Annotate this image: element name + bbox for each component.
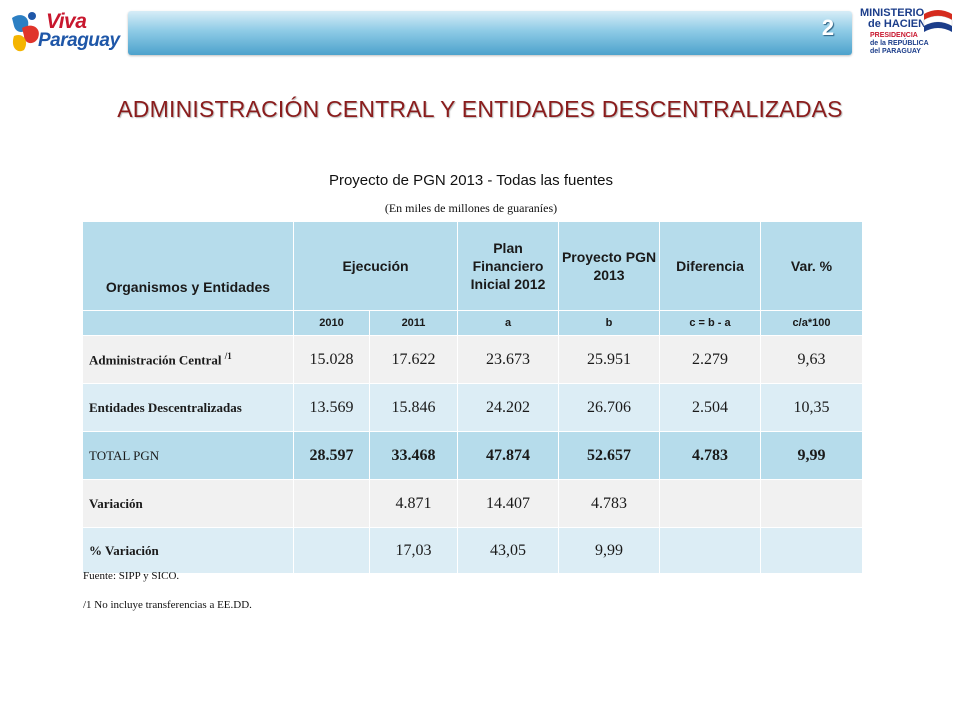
cell-2011: 17,03 bbox=[368, 527, 459, 574]
cell-var: 9,63 bbox=[760, 335, 864, 384]
cell-diferencia bbox=[659, 479, 762, 528]
header-plan: Plan Financiero Inicial 2012 bbox=[457, 221, 560, 311]
cell-2010: 28.597 bbox=[293, 431, 370, 480]
paraguay-flag-icon bbox=[923, 10, 953, 32]
cell-2010: 15.028 bbox=[293, 335, 370, 384]
row-label: % Variación bbox=[82, 527, 294, 574]
cell-var bbox=[760, 527, 864, 574]
viva-paraguay-logo: Viva Paraguay bbox=[6, 4, 122, 60]
row-label: Entidades Descentralizadas bbox=[82, 383, 294, 432]
logo-text-republica: de la REPÚBLICA bbox=[870, 40, 929, 47]
cell-var bbox=[760, 479, 864, 528]
footnote: /1 No incluye transferencias a EE.DD. bbox=[83, 599, 252, 611]
subheader-c: c = b - a bbox=[659, 310, 762, 336]
cell-2010 bbox=[293, 527, 370, 574]
cell-plan: 14.407 bbox=[457, 479, 560, 528]
cell-proyecto: 25.951 bbox=[558, 335, 661, 384]
table-row: Entidades Descentralizadas 13.569 15.846… bbox=[82, 383, 864, 432]
cell-var: 9,99 bbox=[760, 431, 864, 480]
page-number: 2 bbox=[821, 15, 835, 40]
cell-2011: 17.622 bbox=[368, 335, 459, 384]
row-label: Variación bbox=[82, 479, 294, 528]
row-label: Administración Central /1 bbox=[82, 335, 294, 384]
header-var: Var. % bbox=[760, 221, 864, 311]
header-ejecucion: Ejecución bbox=[292, 221, 459, 311]
logo-text-paraguay: Paraguay bbox=[38, 30, 120, 51]
table-row-total: TOTAL PGN 28.597 33.468 47.874 52.657 4.… bbox=[82, 431, 864, 480]
ministerio-hacienda-logo: MINISTERIO de HACIENDA PRESIDENCIA de la… bbox=[856, 6, 956, 62]
source-note: Fuente: SIPP y SICO. bbox=[83, 570, 180, 582]
header-entity: Organismos y Entidades bbox=[82, 221, 294, 311]
header-diferencia: Diferencia bbox=[659, 221, 762, 311]
subheader-b: b bbox=[558, 310, 661, 336]
cell-diferencia: 4.783 bbox=[659, 431, 762, 480]
cell-plan: 24.202 bbox=[457, 383, 560, 432]
logo-text-ministerio: MINISTERIO bbox=[860, 7, 925, 19]
cell-var: 10,35 bbox=[760, 383, 864, 432]
viva-paraguay-figure-icon bbox=[12, 12, 39, 52]
cell-plan: 47.874 bbox=[457, 431, 560, 480]
subheader-var: c/a*100 bbox=[760, 310, 864, 336]
cell-2010: 13.569 bbox=[293, 383, 370, 432]
cell-proyecto: 4.783 bbox=[558, 479, 661, 528]
header-bar bbox=[128, 11, 852, 55]
table-row: Variación 4.871 14.407 4.783 bbox=[82, 479, 864, 528]
table-header-row: Organismos y Entidades Ejecución Plan Fi… bbox=[82, 221, 864, 311]
table-subheader-row: 2010 2011 a b c = b - a c/a*100 bbox=[82, 310, 864, 336]
table-subtitle: Proyecto de PGN 2013 - Todas las fuentes bbox=[328, 172, 614, 189]
cell-proyecto: 9,99 bbox=[558, 527, 661, 574]
page-title: ADMINISTRACIÓN CENTRAL Y ENTIDADES DESCE… bbox=[117, 96, 843, 122]
cell-diferencia: 2.504 bbox=[659, 383, 762, 432]
header-proyecto: Proyecto PGN 2013 bbox=[558, 221, 661, 311]
cell-plan: 43,05 bbox=[457, 527, 560, 574]
cell-2011: 4.871 bbox=[368, 479, 459, 528]
subheader-2010: 2010 bbox=[293, 310, 370, 336]
cell-proyecto: 26.706 bbox=[558, 383, 661, 432]
cell-2011: 33.468 bbox=[368, 431, 459, 480]
logo-text-paraguay: del PARAGUAY bbox=[870, 48, 921, 55]
table-row: % Variación 17,03 43,05 9,99 bbox=[82, 527, 864, 574]
row-footnote: /1 bbox=[224, 350, 232, 361]
cell-diferencia: 2.279 bbox=[659, 335, 762, 384]
cell-2010 bbox=[293, 479, 370, 528]
logo-text-viva: Viva bbox=[46, 10, 87, 33]
logo-text-presidencia: PRESIDENCIA bbox=[870, 32, 918, 39]
cell-diferencia bbox=[659, 527, 762, 574]
cell-plan: 23.673 bbox=[457, 335, 560, 384]
subheader-a: a bbox=[457, 310, 560, 336]
row-label-text: Administración Central bbox=[89, 352, 222, 368]
cell-2011: 15.846 bbox=[368, 383, 459, 432]
subheader-blank bbox=[82, 310, 294, 336]
cell-proyecto: 52.657 bbox=[558, 431, 661, 480]
logo-text-hacienda: de HACIENDA bbox=[868, 18, 942, 30]
row-label: TOTAL PGN bbox=[82, 431, 294, 480]
table-row: Administración Central /1 15.028 17.622 … bbox=[82, 335, 864, 384]
table-units: (En miles de millones de guaraníes) bbox=[384, 201, 558, 215]
subheader-2011: 2011 bbox=[368, 310, 459, 336]
budget-table: Organismos y Entidades Ejecución Plan Fi… bbox=[82, 221, 864, 574]
